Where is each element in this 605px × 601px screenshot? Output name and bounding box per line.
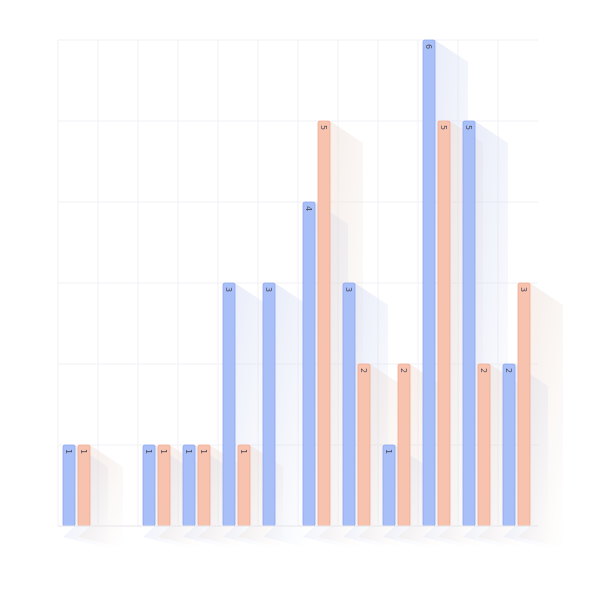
bar-value-label: 1 <box>184 449 193 454</box>
bar <box>502 363 516 527</box>
bar-value-label: 5 <box>464 125 473 130</box>
bar-shadow <box>518 283 563 548</box>
bar-value-label: 1 <box>64 449 73 454</box>
bar <box>342 282 356 527</box>
bar-value-label: 1 <box>144 449 153 454</box>
bar-value-label: 3 <box>264 287 273 292</box>
bar <box>517 282 531 527</box>
bar <box>477 363 491 527</box>
bar <box>357 363 371 527</box>
bar-value-label: 1 <box>384 449 393 454</box>
bar <box>77 444 91 527</box>
bar <box>157 444 171 527</box>
bar-value-label: 3 <box>344 287 353 292</box>
bar-shadow <box>78 445 123 548</box>
bars <box>62 39 531 527</box>
bar <box>262 282 276 527</box>
bar <box>237 444 251 527</box>
bar-value-label: 5 <box>319 125 328 130</box>
bar <box>382 444 396 527</box>
bar <box>422 39 436 527</box>
bar-shadow <box>263 283 308 548</box>
bar-value-label: 1 <box>79 449 88 454</box>
bar-value-label: 5 <box>439 125 448 130</box>
bar <box>462 120 476 527</box>
bar <box>197 444 211 527</box>
bar-value-label: 2 <box>504 368 513 373</box>
bar-value-label: 1 <box>159 449 168 454</box>
bar-value-label: 1 <box>239 449 248 454</box>
bar-value-label: 2 <box>359 368 368 373</box>
bar-value-label: 3 <box>224 287 233 292</box>
bar-labels: 1 1 1 1 1 1 3 1 3 4 5 3 2 1 2 6 5 5 2 2 3 <box>64 44 528 454</box>
bar-value-label: 6 <box>424 44 433 49</box>
bar <box>437 120 451 527</box>
bar <box>397 363 411 527</box>
bar <box>302 201 316 527</box>
bar <box>142 444 156 527</box>
bar-value-label: 2 <box>399 368 408 373</box>
bar <box>62 444 76 527</box>
bar <box>317 120 331 527</box>
bar-value-label: 2 <box>479 368 488 373</box>
bar-value-label: 1 <box>199 449 208 454</box>
bar-value-label: 3 <box>519 287 528 292</box>
bar <box>222 282 236 527</box>
bar <box>182 444 196 527</box>
bar-value-label: 4 <box>304 206 313 211</box>
